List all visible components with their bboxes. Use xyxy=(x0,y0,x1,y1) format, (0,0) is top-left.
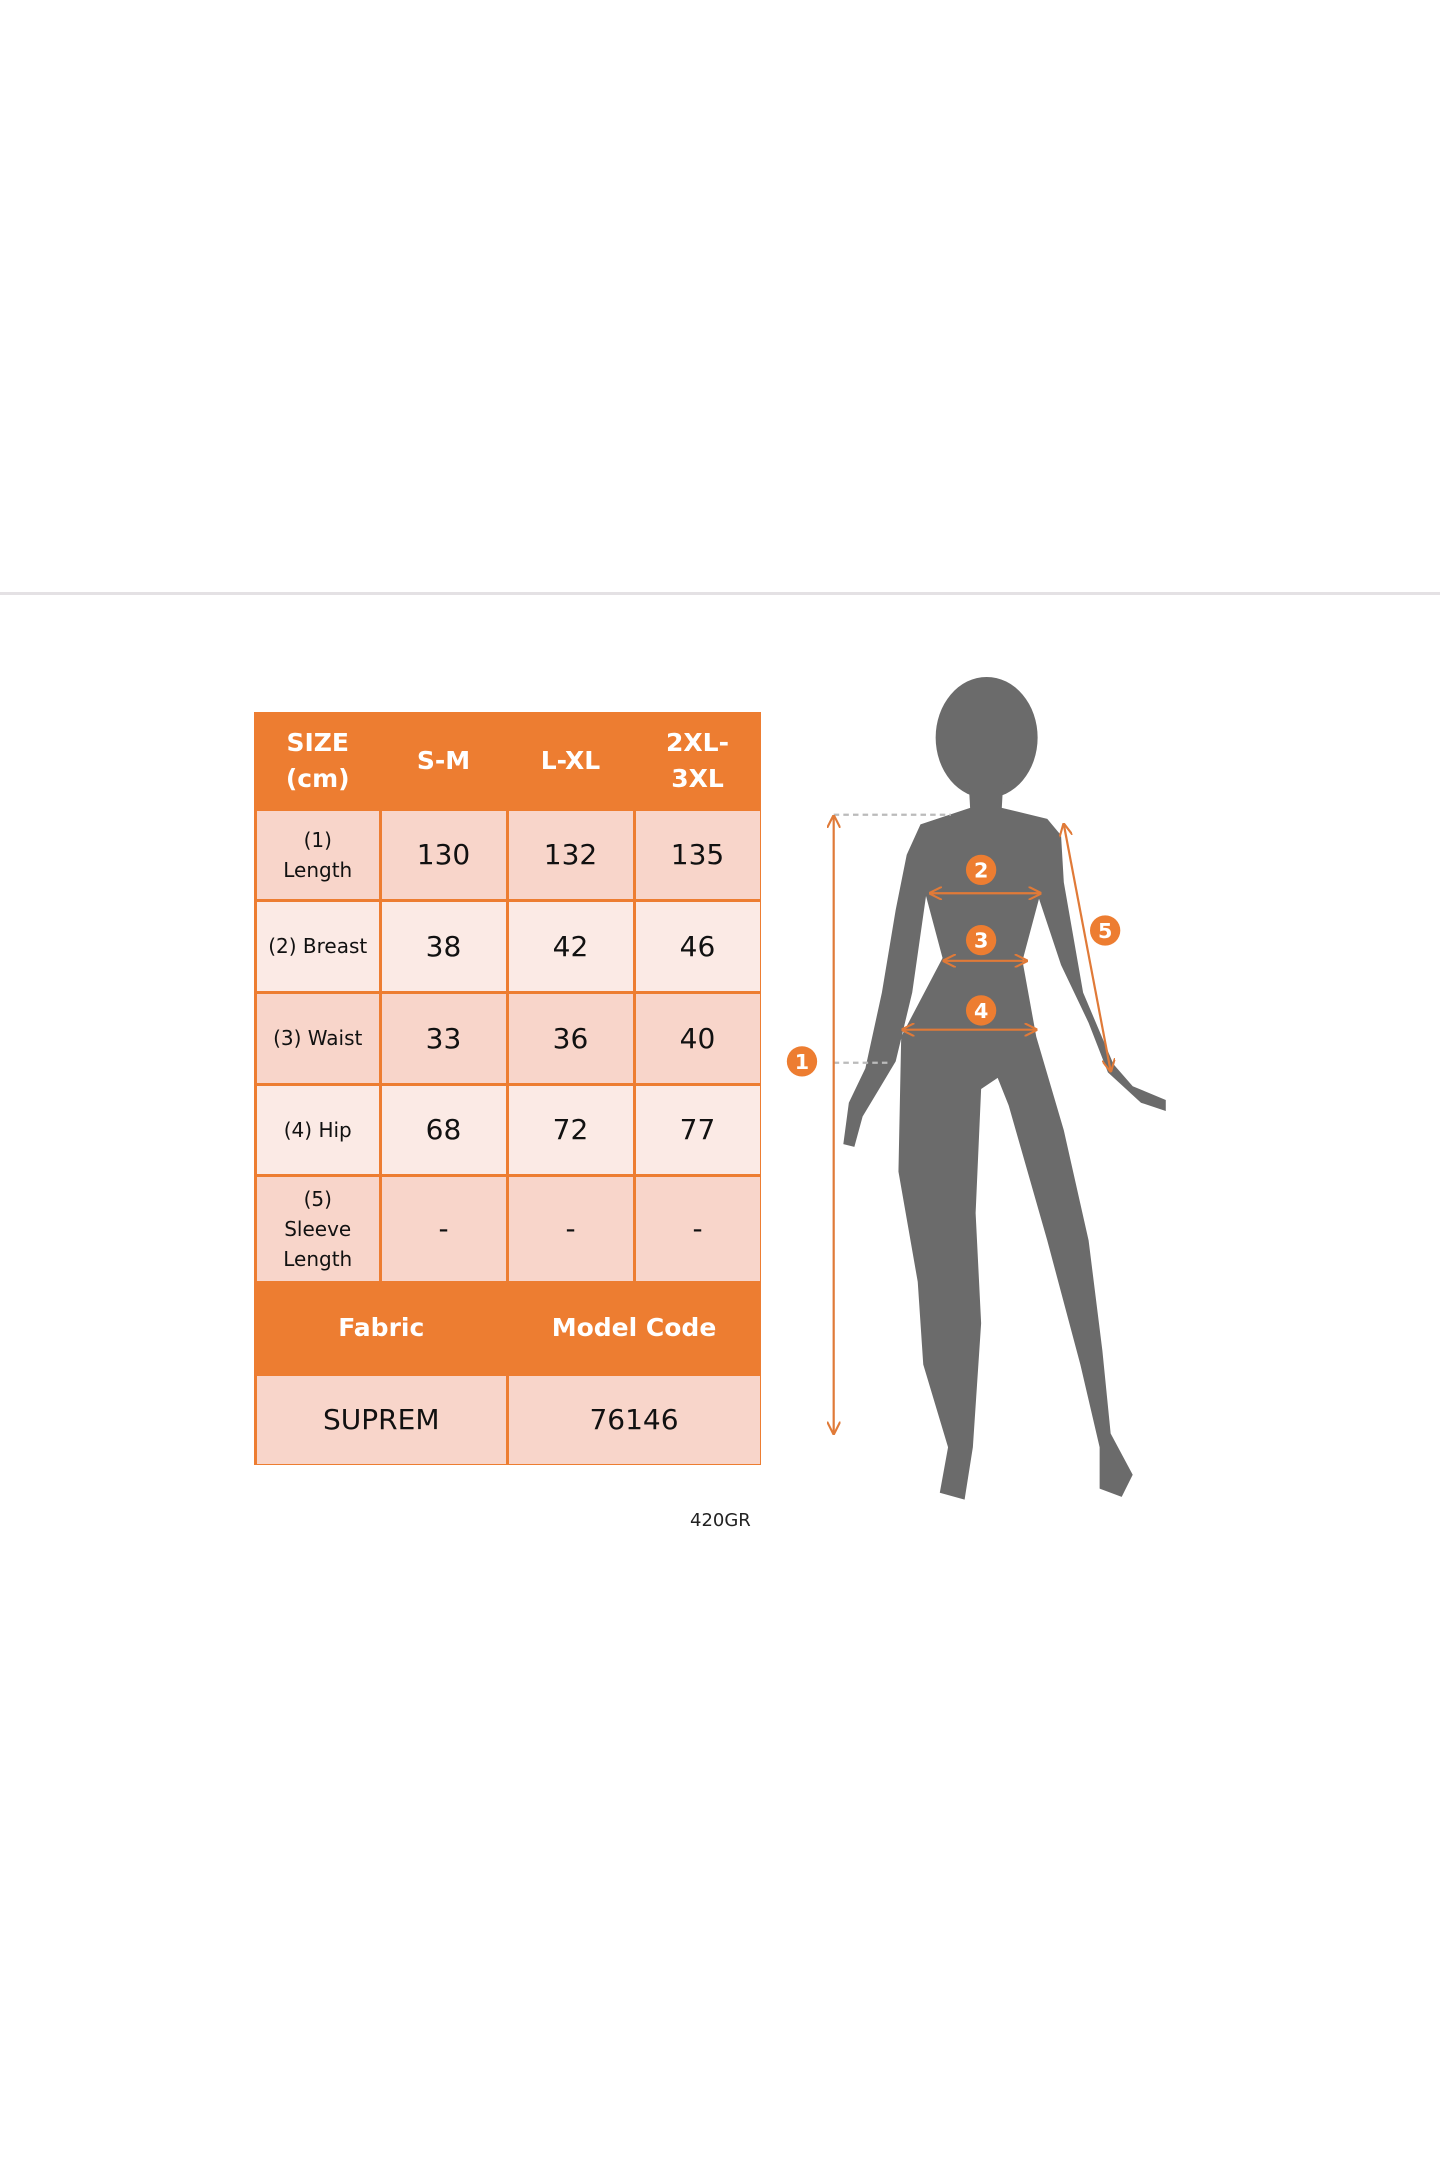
column-header: L-XL xyxy=(509,715,633,808)
measurement-guides xyxy=(834,813,1111,1434)
cell-text: 46 xyxy=(679,929,716,963)
cell-text: SIZE xyxy=(286,728,349,758)
cell-text: 2XL-3XL xyxy=(666,728,729,794)
footer-header: Fabric xyxy=(257,1284,506,1373)
size-value: 46 xyxy=(635,901,760,991)
row-label: (5) Sleeve Length xyxy=(257,1176,379,1281)
size-value: - xyxy=(381,1176,506,1281)
cell-text: L-XL xyxy=(540,746,601,776)
marker-label: 2 xyxy=(974,858,988,882)
column-header: S-M xyxy=(382,715,506,808)
cell-text: (4) Hip xyxy=(283,1117,352,1142)
size-value: - xyxy=(508,1176,633,1281)
marker-circle-4 xyxy=(965,995,997,1026)
footer-header: Model Code xyxy=(509,1284,760,1373)
cell-text: - xyxy=(692,1212,703,1245)
cell-text: - xyxy=(438,1212,449,1245)
cell-text: 36 xyxy=(552,1021,589,1055)
cell-text: (1) xyxy=(303,827,332,852)
marker-label: 5 xyxy=(1098,919,1112,943)
marker-circle-2 xyxy=(965,854,997,886)
cell-text: Fabric xyxy=(338,1313,425,1342)
size-value: 135 xyxy=(635,810,760,899)
size-value: 33 xyxy=(381,993,506,1083)
size-value: 38 xyxy=(381,901,506,991)
divider xyxy=(0,592,1440,595)
cell-text: 76146 xyxy=(589,1403,679,1436)
marker-label: 3 xyxy=(974,929,988,953)
size-value: 130 xyxy=(381,810,506,899)
sleeve-arrow xyxy=(1064,824,1111,1071)
footer-value: SUPREM xyxy=(257,1375,506,1464)
cell-text: 132 xyxy=(543,838,598,871)
row-label: (2) Breast xyxy=(257,901,379,991)
cell-text: 42 xyxy=(552,929,589,963)
size-value: 132 xyxy=(508,810,633,899)
cell-text: (2) Breast xyxy=(268,934,368,958)
size-value: 40 xyxy=(635,993,760,1083)
cell-text: 40 xyxy=(679,1021,716,1055)
cell-text: (cm) xyxy=(285,764,350,794)
size-value: 72 xyxy=(508,1085,633,1174)
cell-text: Length xyxy=(283,857,353,882)
marker-label: 1 xyxy=(795,1050,809,1074)
size-value: 36 xyxy=(508,993,633,1083)
marker-circle-1 xyxy=(786,1046,818,1077)
cell-text: - xyxy=(565,1212,576,1245)
size-chart-table: SIZE (cm) S-M L-XL 2XL-3XL (1) Length 130 132 135… xyxy=(254,712,761,1465)
row-label: (3) Waist xyxy=(257,993,379,1083)
cell-text: 135 xyxy=(670,838,725,871)
size-value: 68 xyxy=(381,1085,506,1174)
row-label: (4) Hip xyxy=(257,1085,379,1174)
silhouette-head xyxy=(935,676,1038,799)
cell-text: SUPREM xyxy=(323,1403,440,1436)
silhouette xyxy=(843,676,1166,1500)
cell-text: 130 xyxy=(416,838,471,871)
product-code: 420GR xyxy=(690,1510,751,1531)
cell-text: 77 xyxy=(679,1113,716,1146)
row-label: (1) Length xyxy=(257,810,379,899)
cell-text: Length xyxy=(283,1246,353,1271)
cell-text: 72 xyxy=(552,1113,589,1146)
marker-label: 4 xyxy=(974,999,988,1023)
cell-text: Sleeve xyxy=(284,1216,352,1241)
size-value: - xyxy=(635,1176,760,1281)
footer-value: 76146 xyxy=(508,1375,760,1464)
cell-text: (5) xyxy=(303,1186,332,1211)
column-header: SIZE (cm) xyxy=(257,715,379,808)
cell-text: 33 xyxy=(425,1021,462,1055)
silhouette-body xyxy=(843,783,1166,1500)
marker-circle-3 xyxy=(965,924,997,956)
marker-circle-5 xyxy=(1089,915,1121,946)
cell-text: S-M xyxy=(416,746,471,776)
size-value: 77 xyxy=(635,1085,760,1174)
size-value: 42 xyxy=(508,901,633,991)
cell-text: Model Code xyxy=(551,1313,717,1342)
cell-text: (3) Waist xyxy=(273,1026,363,1050)
column-header: 2XL-3XL xyxy=(636,715,760,808)
cell-text: 38 xyxy=(425,929,462,963)
cell-text: 68 xyxy=(425,1113,462,1146)
